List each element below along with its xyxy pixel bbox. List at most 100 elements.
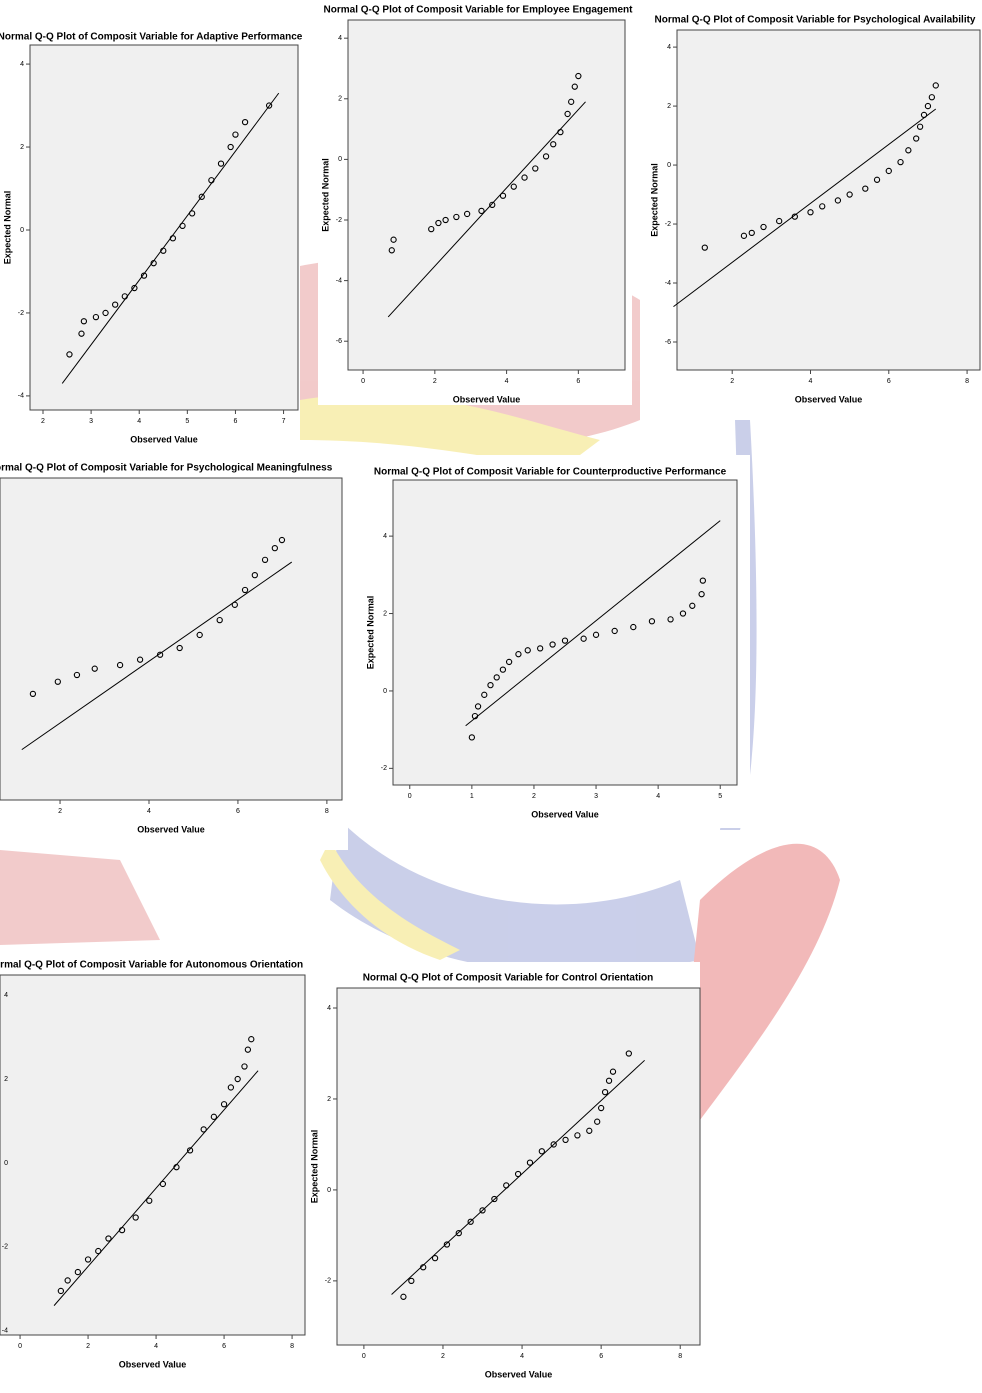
point [568, 98, 575, 105]
x-tick-label: 2 [730, 378, 734, 385]
point [611, 627, 618, 635]
point [580, 635, 587, 642]
x-tick-label: 2 [58, 808, 62, 815]
point [251, 571, 258, 579]
point [471, 712, 479, 720]
x-tick-label: 6 [887, 378, 891, 385]
fit-line [673, 108, 937, 307]
point [160, 247, 167, 254]
point [463, 210, 471, 218]
y-tick-label: 0 [383, 688, 387, 695]
point [216, 616, 223, 624]
plot-area [676, 29, 981, 371]
point [390, 236, 397, 243]
point [159, 1180, 167, 1188]
point [493, 674, 500, 681]
qq-plot: Normal Q-Q Plot of Composit Variable for… [0, 455, 348, 850]
point [234, 1075, 241, 1083]
y-tick-label: -2 [18, 310, 24, 317]
y-tick-label: 0 [338, 156, 342, 163]
point [442, 216, 449, 224]
y-tick-label: 2 [667, 103, 671, 110]
point [499, 666, 507, 673]
x-tick-label: 4 [520, 1353, 524, 1360]
x-axis-label: Observed Value [531, 809, 599, 819]
point [489, 201, 496, 208]
point [186, 1147, 194, 1154]
x-tick-label: 5 [185, 418, 189, 425]
y-axis-label: Expected Normal [309, 1130, 319, 1204]
x-tick-label: 4 [809, 378, 813, 385]
point [499, 192, 507, 199]
point [873, 176, 881, 183]
plot-area [29, 44, 299, 411]
y-tick-label: -2 [381, 765, 387, 772]
chart-title: Normal Q-Q Plot of Composit Variable for… [324, 5, 634, 16]
point [474, 703, 482, 710]
point [505, 658, 513, 666]
fit-line [465, 520, 721, 727]
chart-title: Normal Q-Q Plot of Composit Variable for… [363, 973, 654, 984]
y-tick-label: 2 [338, 96, 342, 103]
y-tick-label: 0 [327, 1187, 331, 1194]
point [112, 301, 119, 308]
point [455, 1229, 462, 1237]
point [532, 165, 539, 172]
point [538, 1148, 545, 1155]
x-tick-label: 6 [222, 1343, 226, 1350]
point [897, 158, 904, 166]
x-tick-label: 2 [41, 418, 45, 425]
point [261, 556, 269, 563]
y-tick-label: 4 [327, 1005, 331, 1012]
point [179, 222, 186, 229]
point [701, 244, 708, 251]
y-tick-label: -2 [2, 1244, 8, 1251]
point [630, 623, 637, 631]
point [648, 618, 656, 625]
point [478, 207, 485, 215]
point [241, 1063, 248, 1070]
point [132, 1214, 139, 1221]
point [521, 174, 528, 181]
point [73, 671, 81, 679]
x-tick-label: 6 [233, 418, 237, 425]
point [807, 209, 814, 216]
qq-plot: Normal Q-Q Plot of Composit Variable for… [358, 455, 750, 828]
point [487, 681, 494, 689]
y-tick-label: -6 [336, 338, 342, 345]
point [200, 1126, 207, 1133]
point [932, 82, 939, 89]
point [905, 147, 912, 154]
point [29, 690, 37, 698]
point [248, 1036, 255, 1043]
point [196, 631, 203, 639]
point [526, 1159, 534, 1166]
y-tick-label: -6 [665, 339, 671, 346]
x-tick-label: 1 [470, 793, 474, 800]
point [227, 1084, 235, 1091]
point [791, 213, 798, 220]
point [699, 577, 706, 584]
y-tick-label: -4 [665, 280, 671, 287]
point [609, 1068, 617, 1075]
x-tick-label: 2 [441, 1353, 445, 1360]
y-tick-label: 4 [338, 35, 342, 42]
point [420, 1264, 427, 1271]
point [453, 213, 460, 221]
point [924, 102, 932, 110]
point [592, 631, 600, 638]
chart-title: Normal Q-Q Plot of Composit Variable for… [374, 467, 727, 478]
fit-line [53, 1070, 259, 1306]
y-tick-label: -2 [336, 217, 342, 224]
y-tick-label: 0 [20, 227, 24, 234]
x-tick-label: 2 [433, 378, 437, 385]
point [176, 644, 183, 652]
chart-title: Normal Q-Q Plot of Composit Variable for… [0, 463, 333, 474]
point [740, 232, 748, 239]
point [689, 602, 696, 609]
point [80, 318, 88, 325]
fit-line [387, 101, 586, 318]
chart-title: Normal Q-Q Plot of Composit Variable for… [0, 32, 303, 43]
x-tick-label: 8 [678, 1353, 682, 1360]
point [408, 1277, 415, 1285]
